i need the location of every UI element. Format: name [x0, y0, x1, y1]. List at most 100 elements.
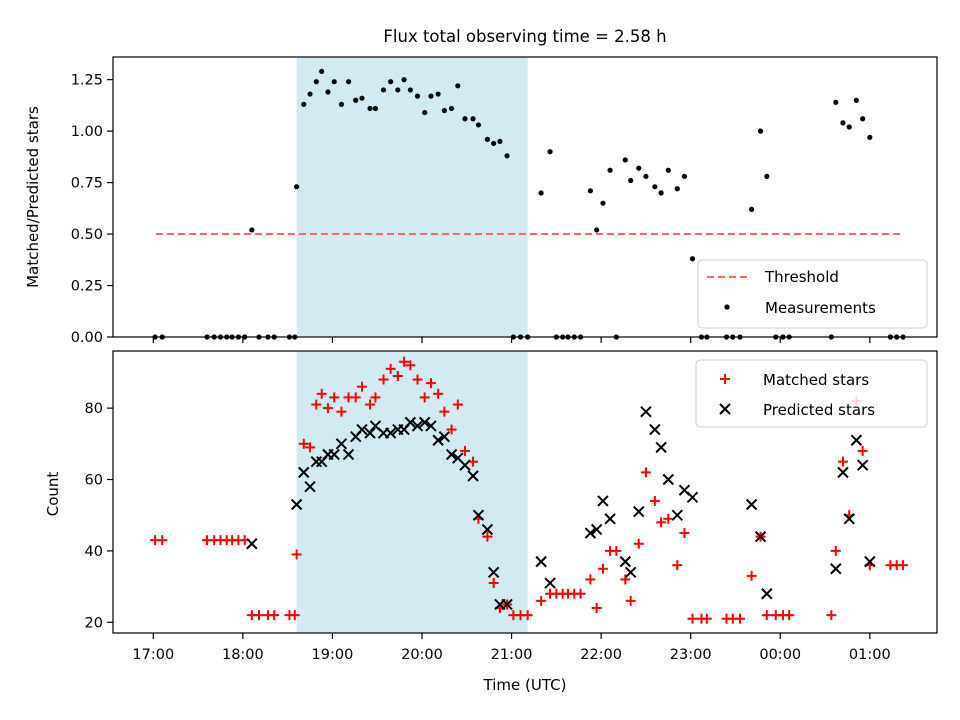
measurement-point — [749, 206, 755, 212]
matched-star-point — [322, 403, 333, 414]
legend-threshold-label: Threshold — [764, 268, 839, 286]
predicted-star-point — [459, 459, 471, 471]
matched-star-point — [291, 549, 302, 560]
measurement-point — [428, 93, 434, 99]
predicted-star-point — [649, 423, 661, 436]
matched-star-point — [336, 406, 347, 417]
measurement-point — [401, 77, 407, 83]
matched-star-point — [269, 610, 280, 621]
x-tick-label: 21:00 — [491, 647, 533, 663]
legend-box — [697, 259, 928, 329]
measurement-point — [331, 79, 337, 85]
legend-predicted-label: Predicted stars — [763, 401, 875, 419]
y-tick-label: 20 — [85, 615, 103, 631]
measurement-point — [325, 89, 331, 95]
chart-title: Flux total observing time = 2.58 h — [383, 27, 666, 46]
y-tick-label: 1.25 — [71, 73, 103, 89]
y-tick-label: 0.00 — [71, 330, 103, 346]
measurement-point — [380, 87, 387, 93]
predicted-star-point — [384, 427, 397, 439]
measurement-point — [448, 105, 455, 112]
y-tick-label: 0.25 — [71, 279, 103, 295]
bottom-axis-ticks: 20 40 60 80 17:00 18:00 19:00 20:00 21:00 22:00 23… — [85, 350, 938, 663]
legend-measurement-label: Measurements — [765, 299, 876, 317]
matched-star-point — [575, 588, 586, 599]
predicted-star-point — [686, 491, 699, 504]
measurement-point — [757, 128, 764, 134]
predicted-star-point — [633, 505, 645, 518]
predicted-star-point — [604, 513, 616, 525]
matched-star-point — [392, 370, 403, 381]
measurement-point — [367, 105, 373, 112]
matched-star-point — [356, 381, 367, 392]
measurement-point — [665, 167, 671, 173]
matched-star-point — [522, 610, 533, 621]
x-tick-label: 19:00 — [312, 647, 354, 663]
predicted-star-point — [298, 466, 310, 479]
matched-star-point — [633, 538, 644, 549]
measurement-point — [491, 140, 497, 147]
matched-star-point — [625, 595, 636, 606]
y-tick-label: 60 — [85, 473, 103, 489]
matched-star-point — [370, 392, 381, 403]
measurement-point — [689, 256, 696, 262]
predicted-star-point — [843, 513, 855, 525]
measurement-point — [497, 138, 503, 145]
predicted-star-point — [745, 498, 758, 511]
y-tick-label: 80 — [85, 401, 103, 417]
matched-star-point — [761, 610, 772, 621]
measurement-point — [475, 122, 482, 128]
matched-star-point — [365, 399, 376, 410]
matched-star-point — [385, 363, 396, 374]
predicted-star-point — [535, 555, 547, 568]
matched-star-point — [663, 513, 674, 524]
measurement-point — [658, 190, 664, 196]
matched-star-point — [591, 603, 602, 614]
predicted-star-point — [856, 459, 869, 471]
measurement-point — [547, 149, 553, 155]
matched-star-point — [350, 392, 361, 403]
predicted-star-point — [246, 538, 258, 550]
predicted-star-point — [342, 448, 355, 461]
x-tick-label: 22:00 — [580, 647, 622, 663]
matched-star-point — [640, 467, 651, 478]
predicted-star-point — [364, 427, 376, 439]
predicted-star-point — [761, 588, 773, 600]
measurement-point — [538, 190, 544, 196]
measurement-point — [643, 173, 649, 180]
measurement-point — [435, 91, 441, 97]
x-tick-label: 00:00 — [759, 647, 801, 663]
predicted-star-point — [584, 527, 597, 539]
measurement-point — [462, 116, 468, 122]
predicted-star-point — [590, 523, 603, 536]
predicted-star-point — [624, 566, 637, 579]
matched-star-point — [656, 517, 667, 528]
predicted-star-point — [662, 473, 675, 486]
matched-star-point — [419, 392, 430, 403]
shaded-observing-window — [296, 57, 528, 337]
predicted-star-point — [864, 555, 876, 568]
measurement-point — [338, 101, 344, 107]
matched-star-point — [439, 406, 450, 417]
predicted-star-point — [425, 420, 437, 432]
matched-star-point — [305, 442, 316, 453]
legend-measurement-swatch — [724, 304, 730, 310]
measurement-point — [607, 167, 613, 173]
matched-star-point — [897, 560, 908, 571]
predicted-star-point — [850, 434, 863, 446]
matched-star-point — [672, 560, 683, 571]
matched-star-point — [412, 374, 423, 385]
measurement-point — [345, 79, 352, 85]
x-axis-label: Time (UTC) — [483, 676, 567, 694]
measurement-point — [319, 68, 325, 75]
measurement-point — [422, 109, 428, 116]
matched-star-point — [830, 545, 841, 556]
measurement-point — [249, 227, 255, 233]
bottom-plot-area — [150, 351, 908, 633]
measurement-point — [600, 200, 606, 206]
predicted-star-point — [445, 448, 458, 461]
matched-star-point — [488, 578, 499, 589]
measurement-point — [407, 87, 413, 93]
x-tick-label: 20:00 — [401, 647, 443, 663]
